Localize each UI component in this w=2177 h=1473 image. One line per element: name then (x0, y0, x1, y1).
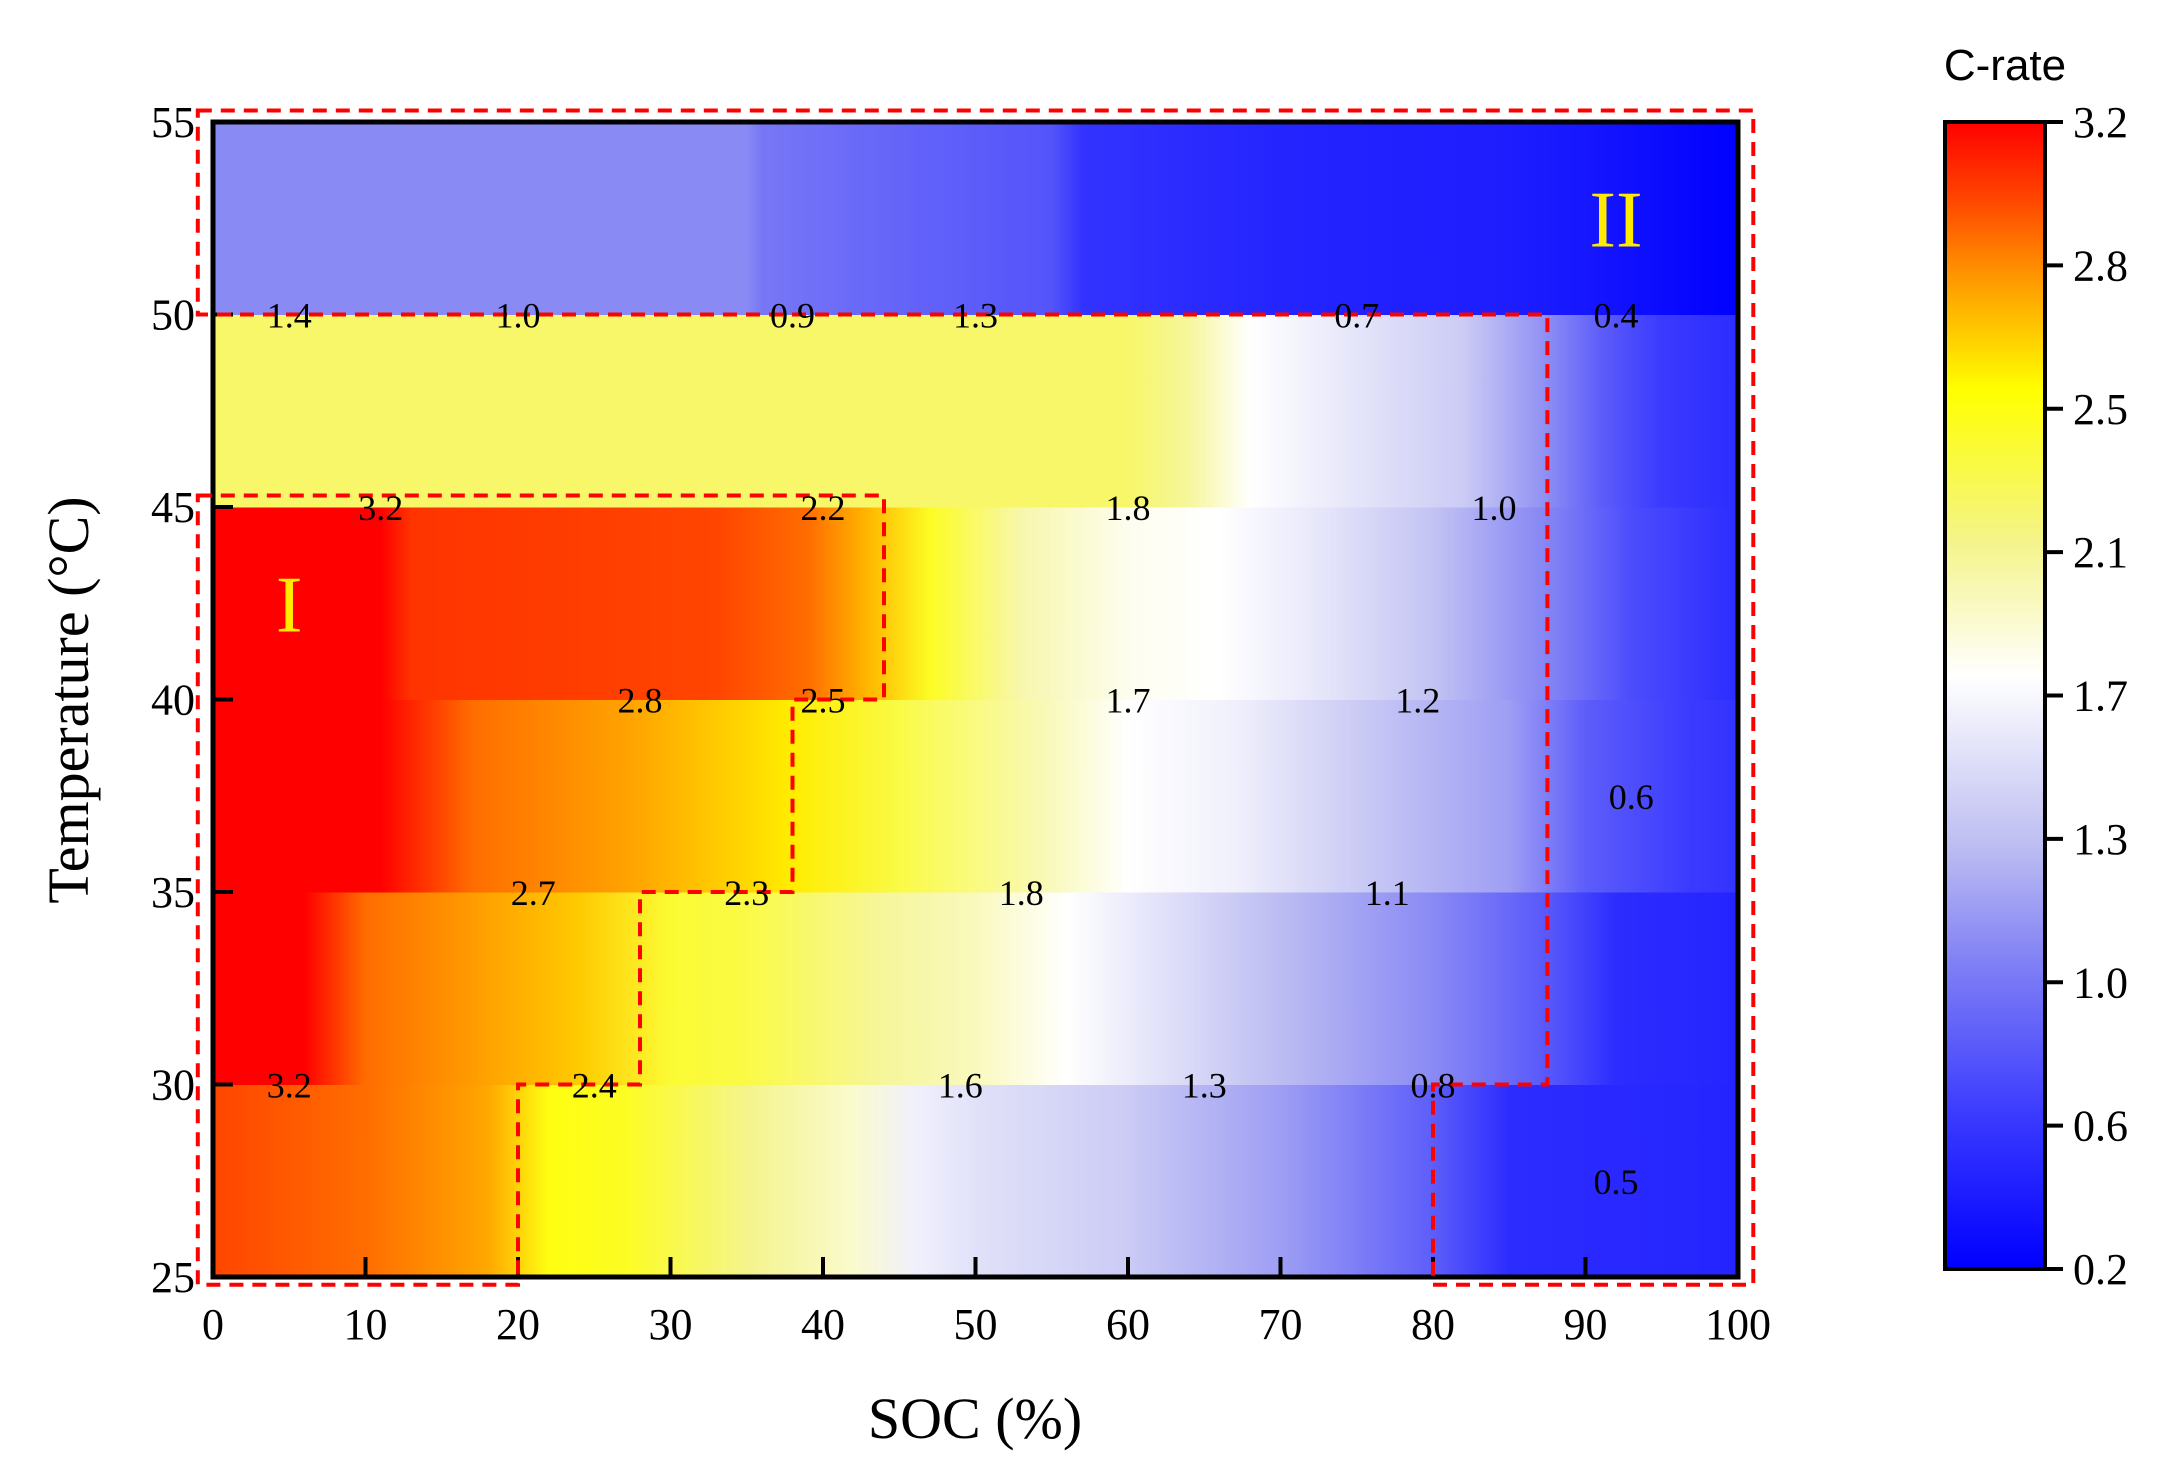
x-tick-label: 80 (1411, 1300, 1455, 1349)
cell-value-label: 1.3 (1182, 1066, 1227, 1106)
y-tick-label: 55 (151, 98, 195, 147)
region-outline-II (195, 108, 1756, 1287)
cell-value-label: 0.4 (1594, 296, 1639, 336)
cell-value-label: 0.9 (770, 296, 815, 336)
cell-value-label: 2.4 (572, 1066, 617, 1106)
x-tick-label: 40 (801, 1300, 845, 1349)
heatmap-band (213, 892, 1738, 1085)
region-label: II (1589, 176, 1642, 264)
x-tick-label: 20 (496, 1300, 540, 1349)
colorbar-tick-label: 1.0 (2073, 958, 2128, 1007)
colorbar: C-rate 0.2 0.6 1.0 1.3 1.7 2.1 2.5 2.8 3.2 (1943, 41, 2128, 1294)
cell-value-label: 1.0 (496, 296, 541, 336)
y-tick-label: 30 (151, 1061, 195, 1110)
y-tick-label: 40 (151, 676, 195, 725)
x-tick-label: 10 (344, 1300, 388, 1349)
cell-value-label: 0.7 (1334, 296, 1379, 336)
y-tick-label: 45 (151, 483, 195, 532)
heatmap-band (213, 699, 1738, 893)
cell-value-label: 1.8 (999, 873, 1044, 913)
cell-value-label: 3.2 (267, 1066, 312, 1106)
colorbar-title: C-rate (1944, 41, 2066, 90)
colorbar-gradient (1943, 120, 2047, 1271)
colorbar-tick-label: 3.2 (2073, 98, 2128, 147)
heatmap-bands (213, 122, 1738, 1278)
x-tick-label: 30 (649, 1300, 693, 1349)
y-tick-label: 25 (151, 1253, 195, 1302)
cell-value-label: 1.1 (1365, 873, 1410, 913)
cell-value-labels: 3.2 2.4 1.6 1.3 0.8 0.5 2.7 2.3 1.8 1.1 2.8 2.5 1.7 1… (267, 296, 1654, 1202)
x-tick-label: 90 (1564, 1300, 1608, 1349)
region-label: I (276, 561, 303, 649)
x-tick-label: 70 (1259, 1300, 1303, 1349)
cell-value-label: 1.6 (938, 1066, 983, 1106)
cell-value-label: 2.5 (801, 681, 846, 721)
cell-value-label: 1.0 (1472, 488, 1517, 528)
x-tick-label: 60 (1106, 1300, 1150, 1349)
cell-value-label: 2.3 (724, 873, 769, 913)
y-tick-label: 35 (151, 868, 195, 917)
region-labels: III (276, 176, 1643, 649)
colorbar-tick-label: 1.3 (2073, 815, 2128, 864)
x-tick-label: 100 (1705, 1300, 1771, 1349)
cell-value-label: 0.8 (1411, 1066, 1456, 1106)
cell-value-label: 2.8 (618, 681, 663, 721)
colorbar-tick-label: 0.2 (2073, 1245, 2128, 1294)
cell-value-label: 2.2 (801, 488, 846, 528)
cell-value-label: 3.2 (358, 488, 403, 528)
y-axis-title: Temperature (°C) (36, 496, 101, 903)
x-tick-label: 0 (202, 1300, 224, 1349)
colorbar-tick-label: 2.5 (2073, 385, 2128, 434)
heatmap-band (213, 314, 1738, 508)
cell-value-label: 1.2 (1395, 681, 1440, 721)
x-axis: 0 10 20 30 40 50 60 70 80 90 100 (202, 1257, 1771, 1349)
x-tick-label: 50 (954, 1300, 998, 1349)
cell-value-label: 1.4 (267, 296, 312, 336)
heatmap-band (213, 1084, 1738, 1278)
cell-value-label: 2.7 (511, 873, 556, 913)
heatmap-band (213, 122, 1738, 315)
colorbar-tick-label: 1.7 (2073, 672, 2128, 721)
cell-value-label: 0.6 (1609, 777, 1654, 817)
region-outlines (195, 108, 1756, 1287)
cell-value-label: 1.3 (953, 296, 998, 336)
x-axis-title: SOC (%) (868, 1386, 1082, 1451)
y-axis: 25 30 35 40 45 50 55 (151, 98, 233, 1302)
cell-value-label: 1.7 (1106, 681, 1151, 721)
colorbar-tick-label: 2.1 (2073, 528, 2128, 577)
y-tick-label: 50 (151, 291, 195, 340)
cell-value-label: 1.8 (1106, 488, 1151, 528)
colorbar-tick-label: 2.8 (2073, 241, 2128, 290)
cell-value-label: 0.5 (1594, 1162, 1639, 1202)
colorbar-tick-label: 0.6 (2073, 1102, 2128, 1151)
heatmap-band (213, 507, 1738, 700)
